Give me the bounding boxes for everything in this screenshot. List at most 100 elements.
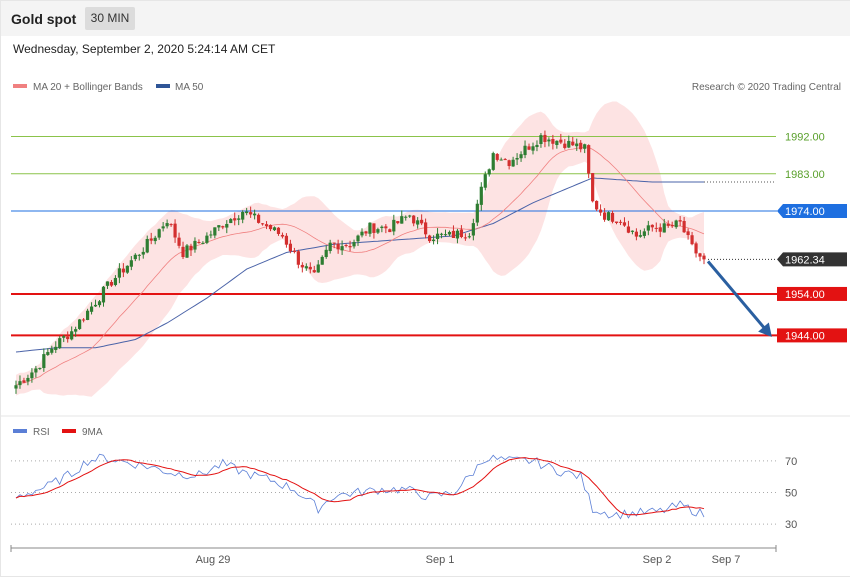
candle-body bbox=[527, 146, 531, 150]
candle-body bbox=[551, 139, 555, 144]
candle bbox=[18, 375, 22, 389]
candle-body bbox=[256, 214, 261, 223]
candle-body bbox=[89, 306, 94, 312]
candle bbox=[459, 225, 464, 239]
candle-body bbox=[447, 231, 452, 235]
candle bbox=[264, 221, 269, 230]
timeframe-button[interactable]: 30 MIN bbox=[85, 7, 135, 30]
candle-body bbox=[579, 142, 583, 150]
candle bbox=[62, 334, 66, 343]
candle-body bbox=[260, 223, 265, 225]
candle-body bbox=[702, 255, 706, 260]
candle-body bbox=[431, 239, 436, 242]
candle-body bbox=[479, 186, 483, 205]
candle-body bbox=[348, 246, 352, 248]
candle bbox=[519, 151, 523, 162]
candle bbox=[543, 130, 547, 148]
candle-body bbox=[535, 144, 539, 148]
candle bbox=[245, 207, 249, 216]
candle bbox=[531, 142, 535, 155]
candle-body bbox=[360, 231, 364, 236]
time-tick-label: Sep 7 bbox=[712, 554, 741, 566]
candle bbox=[658, 223, 662, 238]
candle-body bbox=[666, 223, 670, 226]
candle bbox=[58, 335, 62, 350]
candle-body bbox=[336, 243, 340, 250]
candle bbox=[666, 220, 670, 228]
chart-header: Gold spot 30 MIN bbox=[0, 0, 850, 36]
candle bbox=[300, 262, 304, 273]
candle-body bbox=[173, 223, 177, 238]
candle-body bbox=[408, 215, 412, 217]
candle bbox=[181, 241, 185, 260]
candle bbox=[296, 249, 300, 269]
candle-body bbox=[416, 220, 420, 225]
candle bbox=[54, 341, 58, 353]
candle bbox=[439, 232, 444, 239]
pivot-tag bbox=[777, 204, 847, 219]
candle bbox=[205, 232, 209, 245]
candle bbox=[527, 143, 531, 151]
candle bbox=[340, 240, 344, 256]
candle bbox=[678, 216, 682, 227]
candle-body bbox=[38, 367, 42, 369]
candle bbox=[634, 228, 638, 241]
candle bbox=[547, 137, 551, 147]
candle bbox=[352, 239, 356, 249]
candle-body bbox=[352, 242, 356, 247]
candle-body bbox=[82, 319, 86, 321]
candle-body bbox=[233, 218, 237, 221]
candle bbox=[662, 218, 666, 233]
candle-body bbox=[113, 277, 118, 286]
pivot-label: 1974.00 bbox=[785, 206, 825, 218]
candles bbox=[14, 130, 706, 394]
candle-body bbox=[280, 234, 285, 237]
candle-body bbox=[22, 380, 26, 383]
candle-body bbox=[606, 212, 611, 221]
candle bbox=[579, 140, 583, 153]
candle-body bbox=[467, 236, 471, 238]
candle bbox=[614, 221, 619, 225]
candle-body bbox=[264, 224, 269, 227]
ma20-legend-label: MA 20 + Bollinger Bands bbox=[33, 82, 143, 93]
candle-body bbox=[125, 265, 129, 273]
candle-body bbox=[686, 231, 690, 236]
candle bbox=[316, 260, 320, 273]
candle-body bbox=[678, 220, 682, 222]
candle bbox=[483, 171, 487, 191]
candle bbox=[431, 235, 436, 245]
candle-body bbox=[674, 220, 678, 228]
candle-body bbox=[503, 159, 507, 161]
candle bbox=[674, 219, 678, 229]
candle-body bbox=[531, 146, 535, 151]
candle-body bbox=[519, 154, 523, 159]
candle bbox=[221, 225, 225, 230]
bollinger-bands bbox=[16, 101, 704, 397]
candle-body bbox=[654, 227, 658, 229]
candle-body bbox=[583, 144, 587, 149]
candle bbox=[209, 230, 213, 239]
candle bbox=[487, 168, 491, 177]
candle-body bbox=[591, 173, 595, 202]
candle-body bbox=[133, 254, 137, 260]
ma50-line bbox=[15, 177, 776, 353]
candle bbox=[702, 253, 706, 265]
candle-body bbox=[435, 233, 440, 239]
candle-body bbox=[396, 221, 400, 224]
price-levels: 1992.00 1983.00 1974.00 1954.00 1944.00 bbox=[11, 131, 847, 343]
candle-body bbox=[209, 234, 213, 236]
candle-body bbox=[622, 222, 627, 226]
candle bbox=[85, 308, 90, 321]
candle-body bbox=[424, 222, 428, 235]
candle bbox=[308, 262, 312, 274]
instrument-title: Gold spot bbox=[11, 11, 77, 27]
candle-body bbox=[340, 246, 344, 251]
candle bbox=[133, 253, 137, 262]
candle-body bbox=[420, 219, 424, 224]
candle-body bbox=[698, 253, 702, 257]
candle bbox=[109, 279, 114, 287]
candle-body bbox=[587, 145, 591, 174]
candle bbox=[591, 173, 595, 203]
candle-body bbox=[308, 266, 312, 270]
candle bbox=[412, 215, 416, 227]
